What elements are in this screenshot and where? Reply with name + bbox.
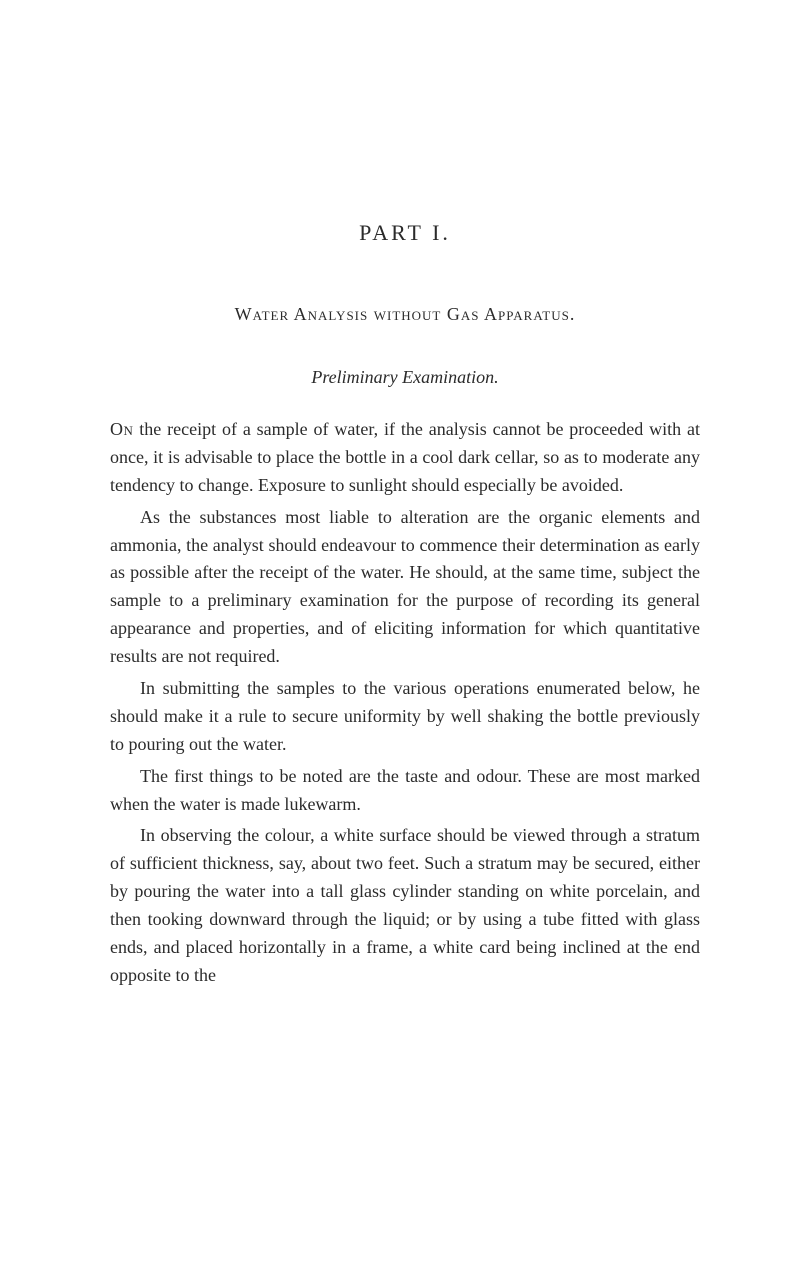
paragraph-1: On the receipt of a sample of water, if … (110, 416, 700, 500)
paragraph-2: As the substances most liable to alterat… (110, 504, 700, 671)
paragraph-1-rest: the receipt of a sample of water, if the… (110, 419, 700, 495)
paragraph-1-lead: On (110, 419, 133, 439)
paragraph-4: The first things to be noted are the tas… (110, 763, 700, 819)
section-title: Preliminary Examination. (110, 367, 700, 388)
part-heading: PART I. (110, 220, 700, 246)
paragraph-3: In submitting the samples to the various… (110, 675, 700, 759)
paragraph-5: In observing the colour, a white surface… (110, 822, 700, 989)
chapter-title: Water Analysis without Gas Apparatus. (110, 304, 700, 325)
document-page: PART I. Water Analysis without Gas Appar… (0, 0, 800, 1263)
